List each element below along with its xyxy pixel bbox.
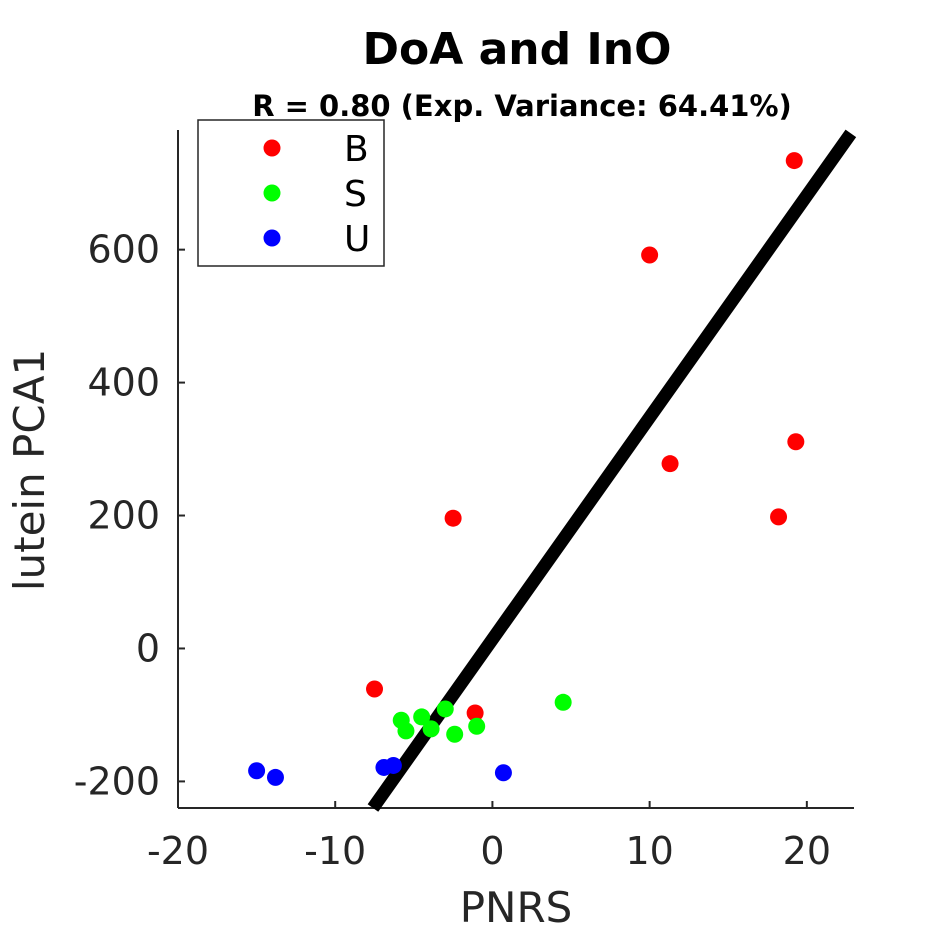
chart-subtitle: R = 0.80 (Exp. Variance: 64.41%) [252, 89, 792, 123]
legend-marker-B [263, 139, 281, 157]
data-point-B [444, 509, 462, 527]
data-point-S [397, 722, 415, 740]
data-point-B [785, 152, 803, 170]
data-point-U [266, 768, 284, 786]
legend-marker-U [263, 229, 281, 247]
legend-marker-S [263, 184, 281, 202]
y-tick-label: 200 [87, 494, 160, 538]
data-point-S [468, 717, 486, 735]
data-point-B [787, 433, 805, 451]
data-point-U [384, 756, 402, 774]
chart-title: DoA and InO [362, 24, 671, 75]
data-point-B [366, 680, 384, 698]
y-axis-label: lutein PCA1 [5, 349, 54, 591]
data-point-B [466, 704, 484, 722]
legend-box [197, 119, 385, 267]
legend-label-B: B [344, 129, 369, 170]
data-points [248, 152, 805, 786]
x-tick-label: 0 [480, 829, 504, 873]
y-tick-label: 600 [87, 228, 160, 272]
x-tick-label: 10 [625, 829, 673, 873]
y-tick-label: -200 [74, 759, 160, 803]
x-axis-label: PNRS [460, 883, 573, 932]
data-point-U [494, 764, 512, 782]
y-tick-label: 400 [87, 361, 160, 405]
x-tick-label: 20 [783, 829, 831, 873]
data-point-B [661, 455, 679, 473]
data-point-U [248, 762, 266, 780]
legend: BSU [197, 119, 385, 267]
x-tick-label: -20 [147, 829, 209, 873]
data-point-B [770, 508, 788, 526]
data-point-B [641, 246, 659, 264]
data-point-S [413, 708, 431, 726]
data-point-S [422, 720, 440, 738]
fit-line-group [367, 129, 857, 812]
axes [177, 130, 854, 809]
fit-line [367, 129, 857, 812]
data-point-S [554, 693, 572, 711]
legend-label-U: U [344, 219, 370, 260]
y-tick-label: 0 [136, 626, 160, 670]
ticks: -20 -10 0 10 20 -200 0 200 400 600 [74, 228, 831, 873]
data-point-S [436, 700, 454, 718]
data-point-S [446, 725, 464, 743]
x-tick-label: -10 [304, 829, 366, 873]
legend-label-S: S [344, 174, 367, 215]
